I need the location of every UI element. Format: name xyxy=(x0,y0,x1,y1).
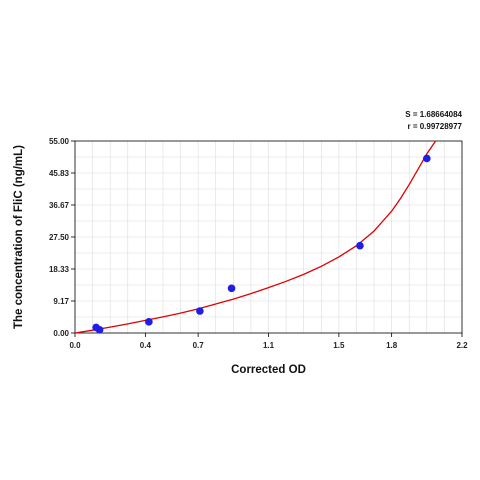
x-tick-label: 2.2 xyxy=(456,341,468,350)
y-tick-label: 36.67 xyxy=(49,201,70,210)
x-tick-label: 0.4 xyxy=(140,341,152,350)
data-point xyxy=(227,284,236,293)
y-tick-label: 9.17 xyxy=(53,297,69,306)
x-tick-label: 1.5 xyxy=(333,341,345,350)
data-point xyxy=(196,307,204,315)
stat-r-value: r = 0.99728977 xyxy=(408,122,463,131)
x-tick-label: 1.1 xyxy=(263,341,275,350)
data-point xyxy=(423,154,431,163)
x-tick-label: 0.0 xyxy=(69,341,81,350)
y-axis-title: The concentration of FliC (ng/mL) xyxy=(13,145,25,329)
data-point xyxy=(356,241,364,250)
fit-curve xyxy=(74,140,437,334)
axis-ticks: 0.00 9.17 18.33 27.50 36.67 45.83 55.00 0.0 0.4 0… xyxy=(49,137,468,350)
y-tick-label: 18.33 xyxy=(49,265,70,274)
grid-lines xyxy=(75,141,462,333)
x-axis-title: Corrected OD xyxy=(231,364,306,376)
data-point xyxy=(145,318,153,326)
data-point xyxy=(95,326,104,334)
x-tick-label: 1.8 xyxy=(386,341,398,350)
x-tick-label: 0.7 xyxy=(193,341,205,350)
data-points-layer xyxy=(92,154,431,334)
fit-curve-layer xyxy=(74,140,437,334)
stat-s-value: S = 1.68664084 xyxy=(405,110,462,119)
y-tick-label: 45.83 xyxy=(49,169,70,178)
y-tick-label: 55.00 xyxy=(49,137,70,146)
y-tick-label: 0.00 xyxy=(53,329,69,338)
y-tick-label: 27.50 xyxy=(49,233,70,242)
